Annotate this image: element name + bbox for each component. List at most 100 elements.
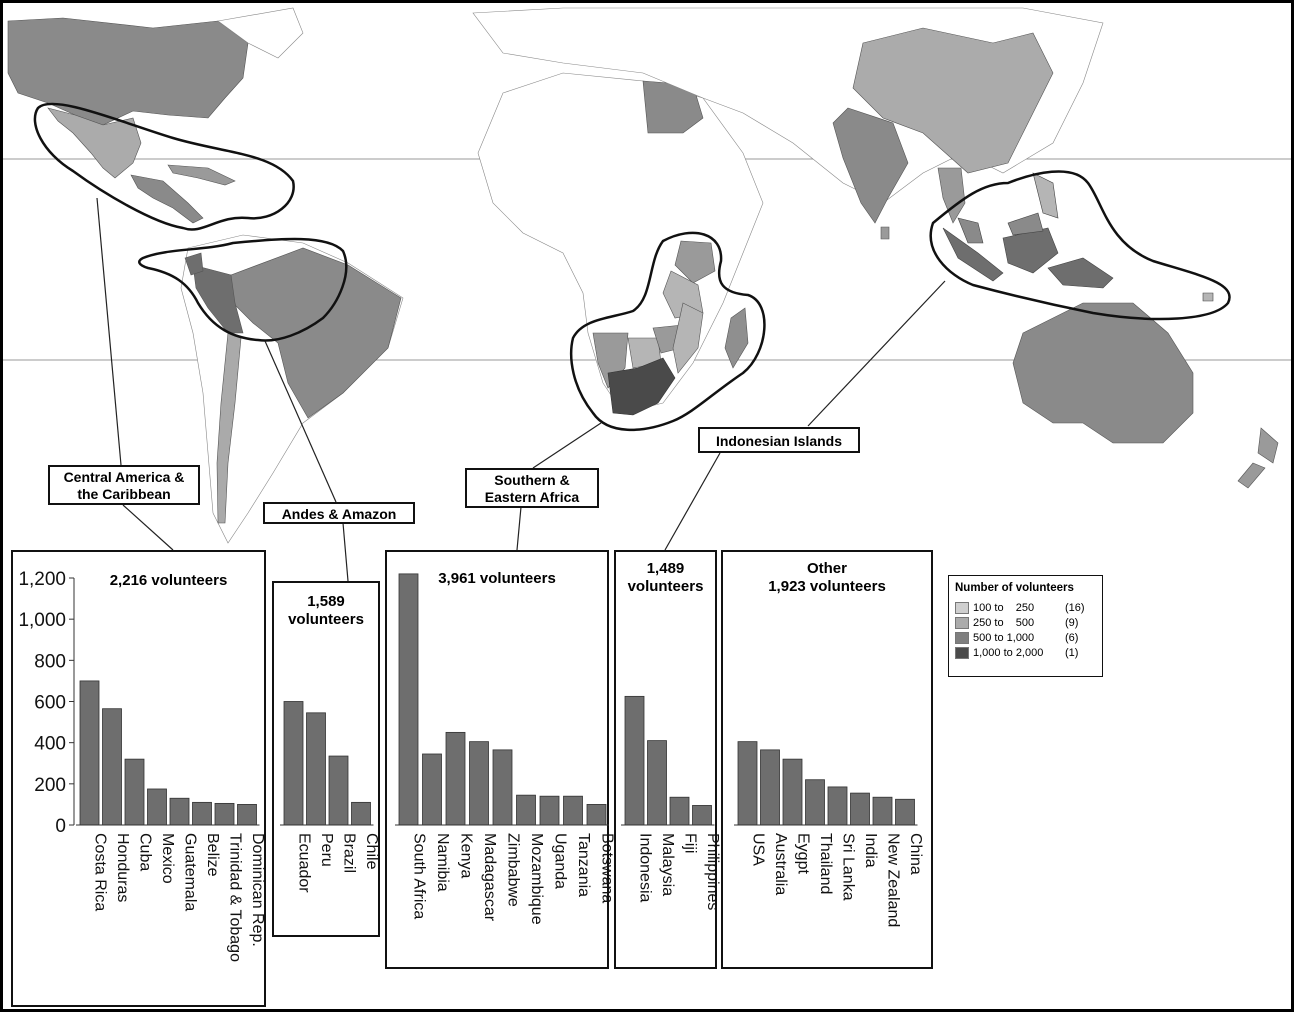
- bar-indonesia: [624, 695, 645, 826]
- kenya-shape: [674, 240, 716, 284]
- china-shape: [852, 27, 1054, 174]
- legend-range: 100 to 250: [973, 601, 1035, 614]
- category-label: Philippines: [704, 833, 721, 910]
- category-label: South Africa: [411, 833, 428, 919]
- category-label: Dominican Rep.: [249, 833, 266, 947]
- bar-tanzania: [563, 795, 583, 826]
- category-label: Australia: [772, 833, 789, 895]
- category-label: Mexico: [159, 833, 176, 884]
- bar-south-africa: [398, 573, 419, 826]
- central-america-shape: [130, 174, 204, 224]
- south-africa-shape: [607, 357, 676, 416]
- legend-item: 1,000 to 2,000 (1): [955, 645, 1096, 660]
- bar-china: [895, 798, 915, 826]
- malaysia-shape: [957, 212, 1044, 244]
- philippines-shape: [1032, 172, 1059, 219]
- leader-line-central-america-panel: [122, 504, 174, 551]
- y-tick-label: 600: [34, 693, 66, 714]
- bar-thailand: [805, 779, 825, 826]
- category-label: Zimbabwe: [505, 833, 522, 907]
- usa-shape: [7, 17, 249, 126]
- bar-new-zealand: [872, 796, 893, 826]
- new-zealand-shape: [1237, 427, 1279, 489]
- brazil-shape: [222, 247, 402, 419]
- panel-andes-amazon: 1,589 volunteers: [272, 581, 380, 937]
- leader-line-andes-map: [264, 340, 337, 503]
- chile-shape: [216, 332, 242, 524]
- leader-line-southern-africa-map: [532, 422, 602, 469]
- legend-count: (9): [1065, 616, 1079, 629]
- cuba-shape: [167, 164, 236, 186]
- panel-title: 1,489 volunteers: [627, 560, 704, 595]
- bar-sri-lanka: [827, 786, 848, 826]
- bar-mozambique: [516, 794, 536, 826]
- bar-mexico: [147, 788, 167, 826]
- bar-uganda: [539, 795, 560, 826]
- bar-philippines: [692, 805, 712, 826]
- category-label: Madagascar: [481, 833, 498, 922]
- bar-costa-rica: [79, 680, 100, 826]
- category-label: Mozambique: [528, 833, 545, 925]
- central-america-label: Central America & the Caribbean: [48, 465, 200, 505]
- panel-indonesia: 1,489 volunteers: [614, 550, 717, 969]
- central-america-outline: [33, 102, 295, 231]
- legend-swatch: [955, 631, 969, 644]
- y-tick-label: 200: [34, 775, 66, 796]
- legend-item: 250 to 500 (9): [955, 615, 1096, 630]
- bar-brazil: [328, 755, 349, 826]
- category-label: Ecuador: [296, 833, 313, 893]
- bar-ecuador: [283, 701, 304, 826]
- category-label: Uganda: [552, 833, 569, 889]
- bar-guatemala: [169, 797, 190, 826]
- mozambique-shape: [672, 302, 704, 374]
- panel-title: Other 1,923 volunteers: [768, 560, 886, 595]
- peru-shape: [192, 264, 244, 334]
- category-label: Kenya: [458, 833, 475, 878]
- bar-india: [850, 792, 870, 826]
- category-label: New Zealand: [885, 833, 902, 927]
- legend-swatch: [955, 601, 969, 614]
- legend-title: Number of volunteers: [955, 582, 1074, 594]
- andes-amazon-outline: [138, 237, 348, 342]
- bar-trinidad-tobago: [214, 802, 235, 826]
- legend-item: 500 to 1,000 (6): [955, 630, 1096, 645]
- category-label: Namibia: [434, 833, 451, 892]
- category-label: Indonesia: [637, 833, 654, 902]
- category-label: Honduras: [114, 833, 131, 902]
- mexico-shape: [47, 107, 142, 179]
- bar-chile: [351, 801, 371, 826]
- leader-line-indonesia-panel: [664, 452, 721, 551]
- category-label: Fiji: [682, 833, 699, 853]
- legend-swatch: [955, 646, 969, 659]
- y-tick-label: 1,200: [18, 569, 66, 590]
- legend: Number of volunteers 100 to 250 (16) 250…: [948, 575, 1103, 677]
- bar-charts-layer: Costa Rica Honduras Cuba Mexico Guatemala Bel…: [18, 569, 924, 962]
- bar-kenya: [445, 731, 466, 826]
- madagascar-shape: [724, 307, 749, 369]
- category-label: Tanzania: [575, 833, 592, 897]
- category-label: China: [907, 833, 924, 875]
- bar-belize: [192, 801, 212, 826]
- category-label: Botswana: [599, 833, 616, 903]
- y-tick-label: 1,000: [18, 610, 66, 631]
- southern-africa-label: Southern & Eastern Africa: [465, 468, 599, 508]
- bar-fiji: [669, 796, 690, 826]
- category-label: Thailand: [817, 833, 834, 894]
- category-label: Chile: [363, 833, 380, 870]
- thailand-shape: [937, 167, 966, 224]
- australia-shape: [1012, 302, 1194, 444]
- legend-count: (1): [1065, 646, 1079, 659]
- bar-honduras: [102, 708, 122, 826]
- legend-range: 1,000 to 2,000: [973, 646, 1044, 659]
- bar-zimbabwe: [492, 749, 513, 826]
- andes-amazon-label: Andes & Amazon: [263, 502, 415, 524]
- ecuador-shape: [184, 252, 204, 276]
- bar-usa: [737, 741, 758, 826]
- southern-africa-outline: [569, 231, 766, 431]
- category-label: Malaysia: [659, 833, 676, 896]
- bar-malaysia: [647, 740, 667, 826]
- category-label: Sri Lanka: [840, 833, 857, 901]
- y-tick-label: 800: [34, 651, 66, 672]
- category-label: India: [862, 833, 879, 868]
- india-shape: [832, 107, 909, 224]
